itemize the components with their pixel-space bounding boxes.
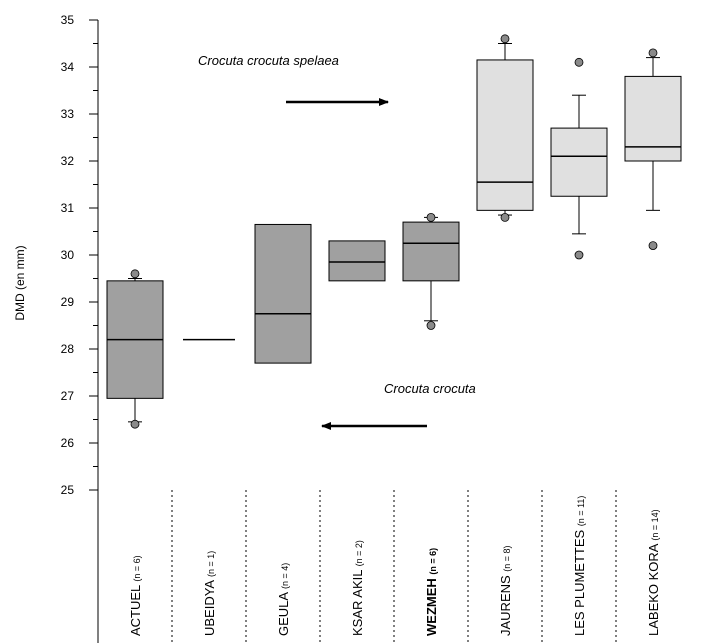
box-labeko-kora <box>624 48 682 251</box>
category-label: WEZMEH (n = 6) <box>424 548 439 636</box>
outlier-point <box>426 212 436 222</box>
box-iqr <box>624 75 682 162</box>
category-label: GEULA (n = 4) <box>276 563 291 636</box>
category-name: GEULA <box>276 589 291 636</box>
y-tick-label: 27 <box>61 389 75 403</box>
y-tick-label: 28 <box>61 342 75 356</box>
annotation-crocuta-crocuta: Crocuta crocuta <box>384 381 476 396</box>
outlier-point <box>130 269 140 279</box>
category-label: ACTUEL (n = 6) <box>128 555 143 636</box>
box-actuel <box>106 269 164 429</box>
y-tick-label: 30 <box>61 248 75 262</box>
category-name: LES PLUMETTES <box>572 526 587 636</box>
outlier-point <box>648 48 658 58</box>
y-tick-label: 34 <box>61 60 75 74</box>
category-count: (n = 11) <box>576 496 586 527</box>
category-label: LES PLUMETTES (n = 11) <box>572 496 587 636</box>
outlier-point <box>500 34 510 44</box>
category-name: WEZMEH <box>424 575 439 636</box>
y-tick-label: 31 <box>61 201 75 215</box>
box-iqr <box>550 127 608 197</box>
category-label: UBEIDYA (n = 1) <box>202 551 217 636</box>
category-label: JAURENS (n = 8) <box>498 545 513 636</box>
category-label: LABEKO KORA (n = 14) <box>646 509 661 636</box>
box-iqr <box>328 240 386 282</box>
y-tick-label: 25 <box>61 483 75 497</box>
axis-layer: 25 26 27 28 29 30 31 32 33 34 35 <box>61 13 99 643</box>
category-label: KSAR AKIL (n = 2) <box>350 540 365 636</box>
y-tick-label: 35 <box>61 13 75 27</box>
box-iqr <box>402 221 460 282</box>
y-tick-label: 33 <box>61 107 75 121</box>
outlier-point <box>500 212 510 222</box>
outlier-point <box>574 250 584 260</box>
category-name: UBEIDYA <box>202 577 217 636</box>
category-labels: ACTUEL (n = 6) UBEIDYA (n = 1) GEULA (n = … <box>128 496 661 636</box>
category-count: (n = 14) <box>650 509 660 540</box>
category-count: (n = 1) <box>206 551 216 577</box>
y-axis-label: DMD (en mm) <box>13 245 27 320</box>
category-name: ACTUEL <box>128 582 143 636</box>
category-count: (n = 6) <box>428 548 438 575</box>
outlier-point <box>426 321 436 330</box>
box-wezmeh <box>402 212 460 330</box>
y-tick-label: 29 <box>61 295 75 309</box>
outlier-point <box>130 419 140 429</box>
box-ksar-akil <box>328 240 386 282</box>
box-les-plumettes <box>550 57 608 260</box>
category-name: KSAR AKIL <box>350 566 365 636</box>
box-iqr <box>476 59 534 211</box>
y-tick-label: 26 <box>61 436 75 450</box>
category-name: JAURENS <box>498 572 513 636</box>
outlier-point <box>574 57 584 67</box>
outlier-point <box>648 241 658 251</box>
box-geula <box>254 223 312 364</box>
y-tick-label: 32 <box>61 154 75 168</box>
box-layer <box>106 34 682 429</box>
category-count: (n = 4) <box>280 563 290 589</box>
category-separators <box>171 490 617 643</box>
category-count: (n = 8) <box>502 545 512 571</box>
category-count: (n = 2) <box>354 540 364 566</box>
annotation-crocuta-spelaea: Crocuta crocuta spelaea <box>198 53 339 68</box>
category-name: LABEKO KORA <box>646 541 661 636</box>
box-iqr <box>254 223 312 364</box>
category-count: (n = 6) <box>132 555 142 581</box>
box-jaurens <box>476 34 534 222</box>
